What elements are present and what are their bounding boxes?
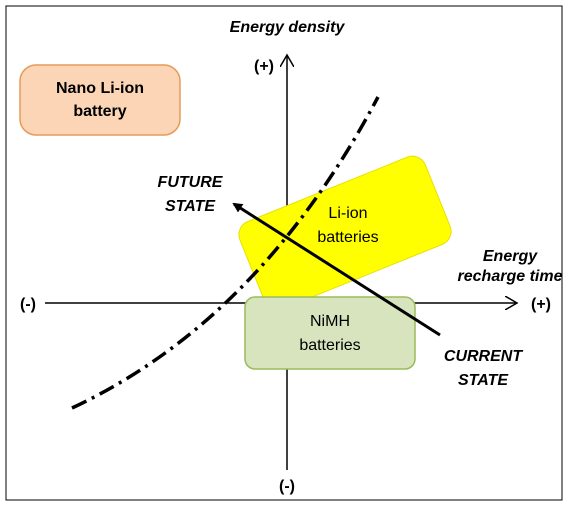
node-label: battery xyxy=(73,103,126,120)
state-label: STATE xyxy=(458,372,509,389)
node-label: Nano Li-ion xyxy=(56,80,144,97)
x-axis-label: recharge time xyxy=(458,268,563,285)
frame xyxy=(5,5,563,501)
node-label: Li-ion xyxy=(328,205,367,222)
state-label: FUTURE xyxy=(158,174,224,191)
node-label: NiMH xyxy=(310,313,350,330)
state-label: CURRENT xyxy=(444,348,523,365)
y-minus: (-) xyxy=(279,478,295,495)
state-arrow xyxy=(232,202,441,337)
trend-curve xyxy=(71,96,380,410)
state-label: STATE xyxy=(165,198,216,215)
nano-box xyxy=(19,64,181,136)
y-plus: (+) xyxy=(254,58,274,75)
nimh-box xyxy=(244,296,416,370)
liion-box xyxy=(238,155,452,311)
y-axis-label: Energy density xyxy=(230,19,346,36)
x-plus: (+) xyxy=(531,296,551,313)
node-label: batteries xyxy=(317,229,378,246)
node-label: batteries xyxy=(299,337,360,354)
x-minus: (-) xyxy=(20,296,36,313)
x-axis-label: Energy xyxy=(483,248,538,265)
